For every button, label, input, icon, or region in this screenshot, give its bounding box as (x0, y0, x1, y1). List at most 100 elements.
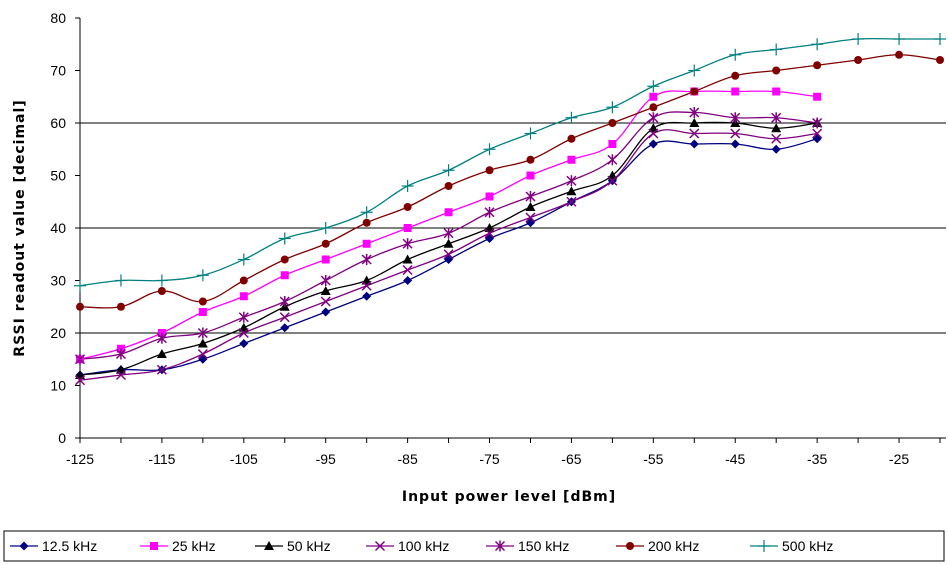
data-point-50-khz (566, 186, 577, 196)
x-tick-label: -95 (316, 451, 336, 467)
legend: 12.5 kHz 25 kHz 50 kHz 100 kHz 150 kHz 200 kH… (3, 530, 945, 562)
data-point-12-5-khz (648, 139, 658, 149)
data-point-500-khz (442, 164, 455, 177)
data-point-500-khz (934, 33, 946, 45)
data-point-100-khz (156, 364, 167, 375)
legend-item-100-khz: 100 kHz (366, 538, 449, 554)
data-point-100-khz (484, 228, 495, 239)
data-point-500-khz (278, 232, 291, 245)
data-point-150-khz (156, 332, 167, 344)
data-point-200-khz (280, 255, 289, 264)
data-point-200-khz (731, 71, 740, 80)
legend-label: 25 kHz (172, 538, 216, 554)
data-point-150-khz (361, 254, 372, 265)
data-point-100-khz (279, 312, 290, 323)
legend-marker (19, 541, 29, 551)
legend-item-25-khz: 25 kHz (140, 538, 216, 554)
data-point-500-khz (483, 143, 496, 156)
y-tick-label: 80 (50, 10, 66, 26)
data-point-25-khz (813, 92, 822, 101)
data-point-200-khz (157, 287, 166, 295)
x-tick-label: -25 (889, 451, 909, 467)
data-point-25-khz (321, 255, 330, 264)
data-point-25-khz (608, 140, 617, 148)
legend-label: 150 kHz (518, 538, 569, 554)
data-point-25-khz (444, 208, 453, 217)
data-point-500-khz (360, 206, 373, 219)
data-point-200-khz (813, 61, 822, 70)
data-point-100-khz (648, 128, 659, 139)
data-point-500-khz (196, 269, 209, 282)
data-point-12-5-khz (362, 291, 372, 301)
gridlines (80, 122, 946, 334)
data-point-200-khz (526, 155, 535, 164)
y-tick-label: 60 (50, 115, 66, 131)
data-point-50-khz (525, 202, 536, 211)
data-point-500-khz (852, 33, 865, 45)
series-line-500-khz (79, 37, 940, 287)
data-point-100-khz (689, 128, 700, 139)
series-lines (79, 37, 941, 381)
data-point-12-5-khz (689, 139, 699, 149)
series-line-25-khz (79, 90, 818, 360)
data-point-500-khz (155, 274, 168, 287)
data-point-12-5-khz (730, 139, 740, 149)
data-point-150-khz (771, 112, 782, 124)
data-point-500-khz (811, 38, 824, 51)
data-point-50-khz (197, 338, 208, 348)
data-point-200-khz (772, 66, 781, 75)
legend-marker (626, 542, 634, 550)
legend-label: 200 kHz (648, 538, 699, 554)
x-tick-label: -55 (643, 451, 663, 467)
y-tick-label: 0 (58, 430, 66, 446)
legend-label: 100 kHz (398, 538, 449, 554)
data-point-12-5-khz (321, 307, 331, 317)
data-point-150-khz (648, 112, 659, 124)
data-point-12-5-khz (403, 276, 413, 285)
data-point-150-khz (279, 296, 290, 307)
data-point-200-khz (198, 297, 207, 306)
data-point-25-khz (526, 171, 535, 180)
series-line-50-khz (79, 121, 818, 376)
legend-label: 500 kHz (782, 538, 833, 554)
data-point-100-khz (771, 133, 782, 144)
data-point-100-khz (443, 249, 454, 260)
data-point-500-khz (606, 101, 619, 114)
data-point-150-khz (525, 191, 536, 202)
data-point-25-khz (485, 192, 494, 201)
data-point-200-khz (895, 50, 904, 59)
data-point-25-khz (239, 292, 248, 301)
x-tick-label: -105 (230, 451, 258, 467)
data-point-200-khz (362, 218, 371, 227)
data-point-150-khz (812, 117, 823, 129)
legend-label: 50 kHz (287, 538, 331, 554)
data-point-150-khz (443, 227, 454, 239)
data-point-150-khz (115, 348, 126, 360)
data-point-200-khz (608, 119, 617, 127)
data-point-25-khz (649, 92, 658, 101)
x-tick-label: -75 (479, 451, 499, 467)
legend-marker (150, 542, 158, 550)
data-point-200-khz (444, 182, 453, 190)
data-point-100-khz (607, 175, 618, 186)
data-point-50-khz (320, 286, 331, 295)
x-tick-label: -35 (807, 451, 827, 467)
legend-item-500-khz: 500 kHz (750, 538, 833, 554)
data-point-100-khz (361, 280, 372, 291)
data-point-50-khz (156, 349, 167, 358)
data-point-100-khz (525, 212, 536, 223)
legend-item-150-khz: 150 kHz (486, 538, 569, 554)
data-point-50-khz (689, 118, 700, 127)
y-tick-label: 70 (50, 63, 66, 79)
legend-marker (494, 540, 506, 552)
data-point-500-khz (688, 64, 701, 77)
data-point-25-khz (403, 224, 412, 232)
data-point-50-khz (771, 123, 782, 133)
data-point-200-khz (936, 56, 944, 64)
x-tick-label: -125 (66, 451, 94, 467)
data-point-500-khz (319, 222, 332, 234)
data-point-100-khz (812, 128, 823, 139)
data-point-150-khz (484, 206, 495, 218)
data-point-500-khz (647, 80, 660, 93)
